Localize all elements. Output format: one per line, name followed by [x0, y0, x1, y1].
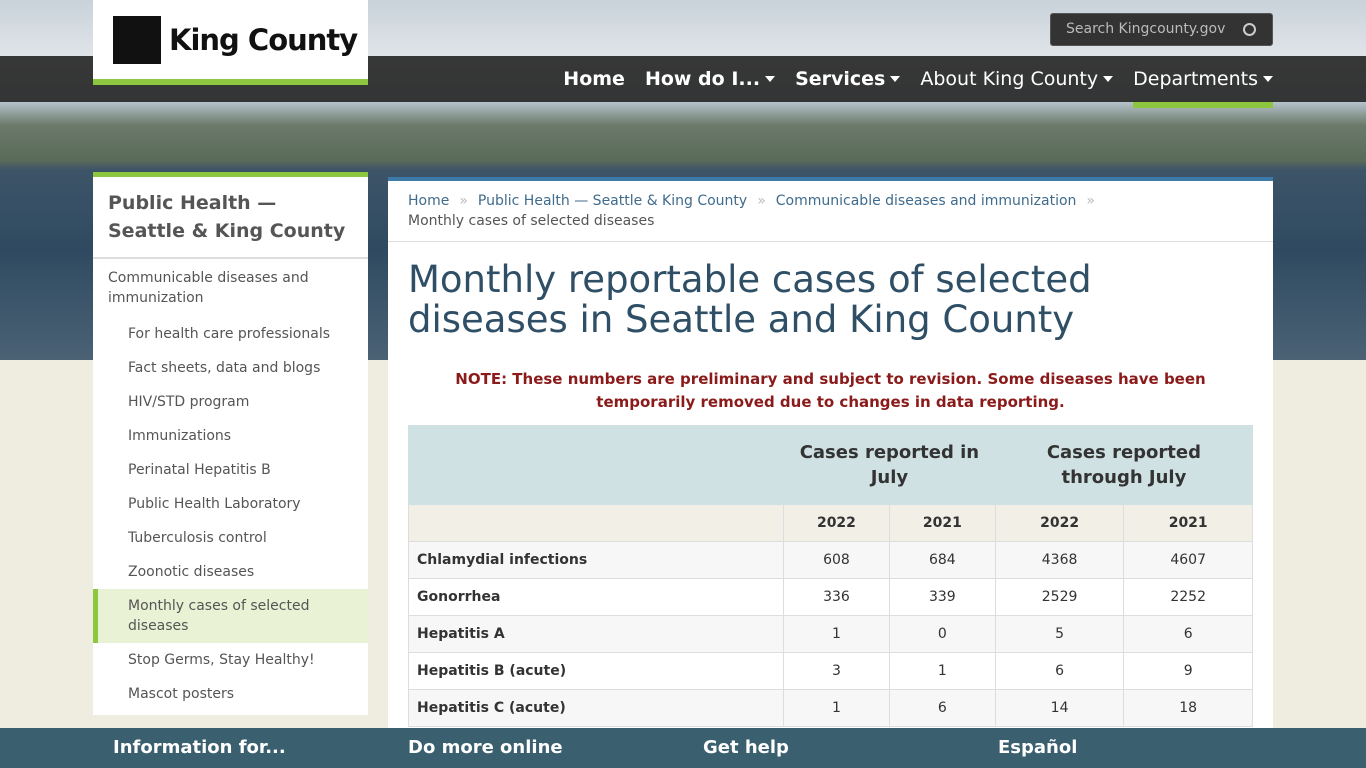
- group-header-row: Cases reported in July Cases reported thr…: [408, 425, 1254, 505]
- case-count: 6: [994, 652, 1125, 690]
- disease-name: Gonorrhea: [408, 578, 784, 616]
- sidebar-link[interactable]: Immunizations: [128, 428, 232, 444]
- group-header: Cases reported in July: [783, 425, 996, 505]
- logo-text: King County: [169, 22, 358, 57]
- cases-table: Cases reported in July Cases reported thr…: [408, 425, 1254, 727]
- search-box[interactable]: Search Kingcounty.gov: [1050, 13, 1273, 46]
- case-count: 3: [783, 652, 890, 690]
- nav-item[interactable]: About King County: [920, 56, 1113, 102]
- note: NOTE: These numbers are preliminary and …: [455, 370, 1206, 411]
- nav-item[interactable]: Home: [563, 68, 625, 90]
- sidebar-link[interactable]: Mascot posters: [128, 686, 235, 702]
- breadcrumb-separator: »: [757, 193, 766, 209]
- logo-mark: [113, 15, 161, 64]
- case-count: 684: [888, 541, 996, 579]
- footer: Information for... Do more online Get help…: [0, 728, 1366, 768]
- case-count: 14: [994, 689, 1125, 727]
- case-count: 339: [888, 578, 996, 616]
- breadcrumb-separator: »: [459, 193, 468, 209]
- footer-link[interactable]: Do more online: [408, 737, 563, 758]
- sidebar-link[interactable]: Stop Germs, Stay Healthy!: [128, 652, 315, 668]
- sidebar-link[interactable]: Monthly cases of selected diseases: [93, 589, 368, 643]
- breadcrumb-link[interactable]: Communicable diseases and immunization: [775, 193, 1077, 209]
- sidebar: Public Health — Seattle & King County Co…: [93, 172, 368, 715]
- disease-name: Hepatitis C (acute): [408, 689, 784, 727]
- footer-link[interactable]: Information for...: [113, 737, 286, 758]
- main-nav: Home How do I... Services About King County…: [563, 56, 1273, 108]
- nav-item[interactable]: Services: [795, 56, 900, 102]
- sidebar-link[interactable]: For health care professionals: [128, 326, 331, 342]
- case-count: 6: [888, 689, 996, 727]
- sidebar-link[interactable]: Zoonotic diseases: [128, 564, 255, 580]
- year-header: 2021: [1123, 504, 1253, 542]
- case-count: 5: [994, 615, 1125, 653]
- sidebar-title[interactable]: Public Health — Seattle & King County: [93, 177, 368, 259]
- case-count: 9: [1123, 652, 1253, 690]
- case-count: 1: [783, 615, 890, 653]
- year-header: 2022: [994, 504, 1125, 542]
- case-count: 4607: [1123, 541, 1253, 579]
- sidebar-link[interactable]: HIV/STD program: [128, 394, 250, 410]
- breadcrumb-current: Monthly cases of selected diseases: [408, 213, 655, 229]
- case-count: 1: [888, 652, 996, 690]
- case-count: 2252: [1123, 578, 1253, 616]
- case-count: 4368: [994, 541, 1125, 579]
- table-row: Hepatitis B (acute) 3 1 6 9: [408, 652, 1253, 690]
- main-content: Home » Public Health — Seattle & King Coun…: [388, 177, 1273, 737]
- sidebar-link[interactable]: Public Health Laboratory: [128, 496, 301, 512]
- breadcrumb-link[interactable]: Public Health — Seattle & King County: [477, 193, 748, 209]
- sidebar-link[interactable]: Fact sheets, data and blogs: [128, 360, 321, 376]
- year-header: 2022: [783, 504, 890, 542]
- case-count: 6: [1123, 615, 1253, 653]
- breadcrumb: Home » Public Health — Seattle & King Coun…: [388, 181, 1273, 242]
- table-row: Hepatitis C (acute) 1 6 14 18: [408, 689, 1253, 727]
- breadcrumb-separator: »: [1086, 193, 1095, 209]
- empty-header: [408, 425, 784, 505]
- group-header: Cases reported through July: [994, 425, 1254, 505]
- disease-name: Hepatitis A: [408, 615, 784, 653]
- sidebar-section[interactable]: Communicable diseases and immunization: [108, 270, 309, 306]
- year-header: 2021: [888, 504, 996, 542]
- year-header-row: 2022 2021 2022 2021: [408, 504, 1253, 542]
- disease-name: Hepatitis B (acute): [408, 652, 784, 690]
- table-row: Chlamydial infections 608 684 4368 4607: [408, 541, 1253, 579]
- empty-header: [408, 504, 784, 542]
- case-count: 336: [783, 578, 890, 616]
- case-count: 1: [783, 689, 890, 727]
- case-count: 2529: [994, 578, 1125, 616]
- case-count: 18: [1123, 689, 1253, 727]
- disease-name: Chlamydial infections: [408, 541, 784, 579]
- case-count: 608: [783, 541, 890, 579]
- nav-item[interactable]: How do I...: [645, 56, 775, 102]
- footer-link[interactable]: Español: [998, 737, 1078, 758]
- logo[interactable]: King County: [93, 0, 368, 85]
- breadcrumb-link[interactable]: Home: [408, 193, 450, 209]
- footer-link[interactable]: Get help: [703, 737, 789, 758]
- case-count: 0: [888, 615, 996, 653]
- nav-item[interactable]: Departments: [1133, 56, 1273, 108]
- page-title: Monthly reportable cases of selected dis…: [408, 258, 1092, 341]
- sidebar-link[interactable]: Perinatal Hepatitis B: [128, 462, 271, 478]
- table-row: Gonorrhea 336 339 2529 2252: [408, 578, 1253, 616]
- sidebar-link[interactable]: Tuberculosis control: [128, 530, 267, 546]
